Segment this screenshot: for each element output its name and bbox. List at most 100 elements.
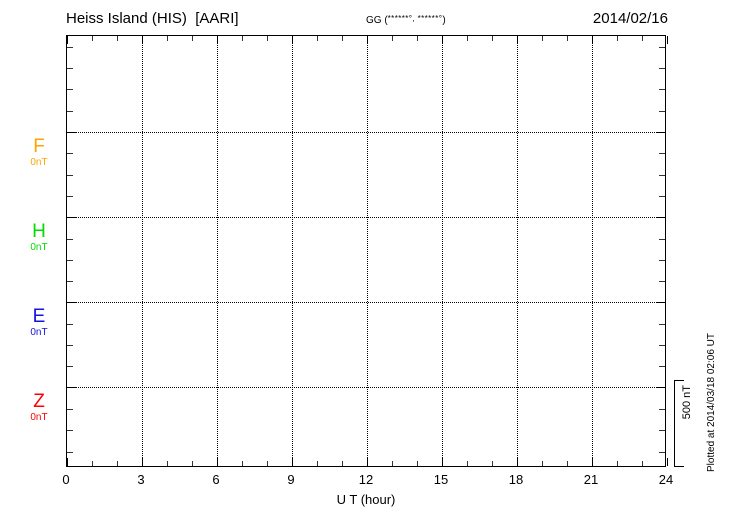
y-tick-minor bbox=[659, 430, 665, 432]
y-tick-minor bbox=[67, 68, 73, 70]
y-tick-minor bbox=[659, 451, 665, 453]
x-tick-minor bbox=[342, 36, 343, 41]
component-letter-z: Z bbox=[33, 391, 45, 412]
x-tick-minor bbox=[267, 461, 268, 466]
y-tick-minor bbox=[659, 408, 665, 410]
x-tick-minor bbox=[317, 36, 318, 41]
x-tick-label: 21 bbox=[583, 472, 599, 487]
y-tick-minor bbox=[67, 345, 73, 346]
y-tick-minor bbox=[67, 153, 73, 155]
y-tick-minor bbox=[67, 408, 73, 410]
x-tick-minor bbox=[317, 461, 318, 466]
coords-separator: , bbox=[412, 14, 418, 23]
x-tick-minor bbox=[192, 36, 193, 41]
baseline-gridline-h bbox=[67, 217, 665, 218]
component-label-z: Z 0nT bbox=[16, 392, 62, 424]
baseline-gridline-z bbox=[67, 387, 665, 388]
baseline-gridline-e bbox=[67, 302, 665, 303]
y-tick-minor bbox=[67, 366, 73, 368]
x-tick-major bbox=[292, 458, 293, 466]
y-tick-minor bbox=[67, 195, 73, 197]
component-label-f: F 0nT bbox=[16, 137, 62, 169]
x-tick-minor bbox=[642, 36, 643, 41]
y-tick-minor bbox=[659, 46, 665, 48]
gridline-vertical bbox=[217, 36, 218, 466]
y-tick-minor bbox=[67, 238, 73, 240]
x-tick-minor bbox=[542, 461, 543, 466]
x-tick-minor bbox=[492, 36, 493, 41]
scale-bar-bracket bbox=[674, 380, 684, 467]
x-tick-label: 18 bbox=[508, 472, 524, 487]
gridline-vertical bbox=[292, 36, 293, 466]
x-tick-label: 15 bbox=[433, 472, 449, 487]
y-tick-minor bbox=[659, 110, 665, 112]
component-letter-h: H bbox=[32, 221, 46, 242]
x-tick-minor bbox=[342, 461, 343, 466]
x-tick-major bbox=[592, 36, 593, 44]
y-tick-minor bbox=[67, 281, 73, 283]
x-tick-minor bbox=[617, 36, 618, 41]
component-baseline-value-h: 0nT bbox=[30, 242, 48, 253]
x-tick-label: 12 bbox=[358, 472, 374, 487]
x-tick-minor bbox=[467, 36, 468, 41]
component-baseline-value-z: 0nT bbox=[30, 412, 48, 423]
y-tick-minor bbox=[67, 89, 73, 91]
y-tick-minor bbox=[659, 345, 665, 346]
scale-bar-label: 500 nT bbox=[681, 385, 693, 420]
y-tick-major bbox=[67, 302, 76, 303]
y-tick-minor bbox=[659, 174, 665, 176]
x-tick-label: 3 bbox=[137, 472, 145, 487]
gridline-vertical bbox=[592, 36, 593, 466]
x-tick-minor bbox=[167, 36, 168, 41]
x-tick-minor bbox=[617, 461, 618, 466]
y-tick-minor bbox=[659, 153, 665, 155]
x-tick-major bbox=[442, 36, 443, 44]
x-tick-major bbox=[367, 458, 368, 466]
y-tick-minor bbox=[67, 259, 73, 261]
x-tick-minor bbox=[242, 461, 243, 466]
x-tick-minor bbox=[92, 461, 93, 466]
component-letter-f: F bbox=[33, 136, 45, 157]
x-tick-major bbox=[142, 458, 143, 466]
x-tick-minor bbox=[92, 36, 93, 41]
x-tick-major bbox=[367, 36, 368, 44]
x-tick-major bbox=[667, 458, 668, 466]
x-tick-minor bbox=[492, 461, 493, 466]
y-tick-minor bbox=[659, 323, 665, 325]
y-tick-minor bbox=[67, 323, 73, 325]
y-tick-minor bbox=[659, 68, 665, 70]
coords-prefix: GG ( bbox=[366, 15, 388, 26]
component-label-e: E 0nT bbox=[16, 307, 62, 339]
coords-longitude-value: ****** bbox=[417, 14, 439, 23]
x-tick-label: 24 bbox=[658, 472, 674, 487]
x-tick-major bbox=[292, 36, 293, 44]
y-tick-minor bbox=[659, 366, 665, 368]
x-tick-label: 6 bbox=[212, 472, 220, 487]
x-tick-minor bbox=[167, 461, 168, 466]
y-tick-major bbox=[656, 302, 665, 303]
geographic-coordinates: GG (******°, ******°) bbox=[366, 14, 446, 26]
gridline-vertical bbox=[442, 36, 443, 466]
observation-date: 2014/02/16 bbox=[592, 10, 668, 27]
y-tick-major bbox=[67, 217, 76, 218]
y-tick-major bbox=[67, 387, 76, 388]
x-tick-minor bbox=[642, 461, 643, 466]
baseline-gridline-f bbox=[67, 132, 665, 133]
y-tick-major bbox=[67, 132, 76, 133]
y-tick-minor bbox=[659, 259, 665, 261]
y-tick-minor bbox=[67, 430, 73, 432]
y-tick-minor bbox=[67, 46, 73, 48]
y-tick-minor bbox=[659, 281, 665, 283]
x-tick-minor bbox=[567, 461, 568, 466]
x-tick-minor bbox=[392, 461, 393, 466]
magnetogram-plot-area bbox=[66, 35, 668, 467]
x-tick-major bbox=[517, 36, 518, 44]
y-tick-major bbox=[656, 217, 665, 218]
y-tick-major bbox=[656, 387, 665, 388]
degree-symbol-lat: ° bbox=[408, 14, 413, 23]
x-tick-minor bbox=[567, 36, 568, 41]
x-tick-minor bbox=[192, 461, 193, 466]
x-tick-minor bbox=[117, 461, 118, 466]
gridline-vertical bbox=[142, 36, 143, 466]
coords-suffix: ) bbox=[442, 15, 446, 26]
